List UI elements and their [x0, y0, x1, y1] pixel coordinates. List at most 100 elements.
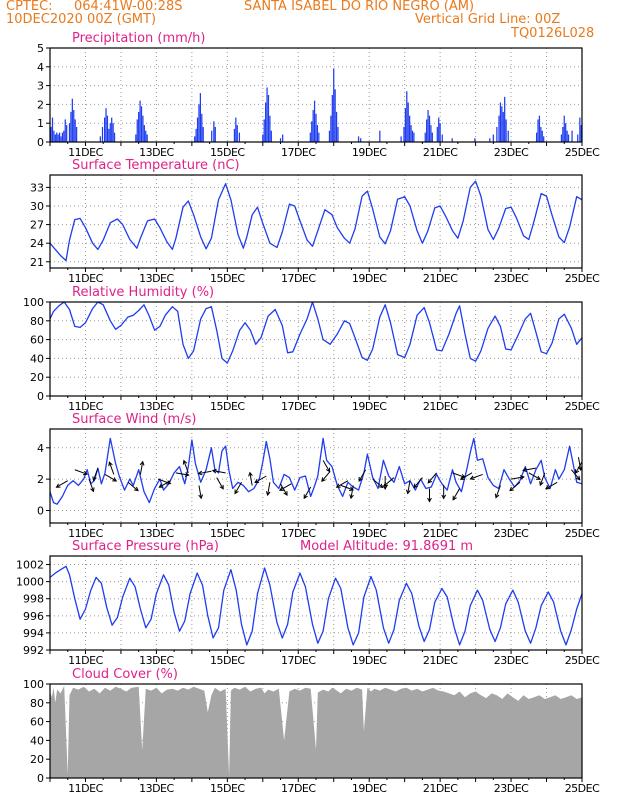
- wind-arrow-head: [321, 477, 326, 483]
- precipitation-bar: [75, 126, 78, 142]
- precipitation-bar: [540, 126, 542, 142]
- precipitation-bar: [507, 130, 509, 142]
- precipitation-bar: [474, 138, 476, 142]
- precipitation-bar: [563, 115, 565, 142]
- cloud_cover-series: [50, 685, 582, 778]
- wind-arrow-shaft: [303, 486, 312, 499]
- wind-vector-arrow: [372, 478, 384, 489]
- precipitation-bar: [101, 126, 104, 142]
- wind-vector-arrow: [254, 475, 267, 484]
- wind-vector-arrow: [265, 482, 271, 497]
- precipitation-bar: [580, 125, 582, 142]
- x-tick-label: 25DEC: [565, 146, 600, 159]
- y-tick-label: 4: [37, 442, 44, 455]
- precipitation-bar: [403, 126, 405, 142]
- precipitation-bar: [498, 115, 500, 142]
- precipitation-bar: [410, 125, 412, 142]
- wind-vector-arrow: [427, 488, 432, 503]
- wind-arrow-shaft: [460, 472, 473, 480]
- x-tick-label: 23DEC: [494, 654, 529, 667]
- x-tick-label: 21DEC: [423, 527, 458, 540]
- precipitation-bar: [337, 126, 339, 142]
- x-tick-label: 13DEC: [139, 400, 174, 413]
- x-tick-label: 17DEC: [281, 654, 316, 667]
- wind-arrow-shaft: [413, 477, 423, 488]
- pressure-subtitle: Model Altitude: 91.8691 m: [300, 539, 473, 554]
- wind-arrow-shaft: [280, 483, 288, 496]
- y-tick-label: 80: [30, 315, 44, 328]
- y-tick-label: 0: [37, 504, 44, 517]
- precipitation-bar: [265, 102, 267, 142]
- precipitation-bar: [196, 117, 199, 142]
- wind-arrow-shaft: [383, 477, 395, 487]
- precipitation-bar: [413, 132, 415, 142]
- wind-vector-arrow: [441, 485, 447, 500]
- precipitation-bar: [436, 126, 438, 142]
- precipitation-bar: [106, 115, 109, 142]
- wind-frame: [49, 428, 583, 524]
- x-tick-label: 15DEC: [210, 400, 245, 413]
- wind-vector-arrow: [413, 477, 423, 489]
- precipitation-bar: [360, 138, 362, 142]
- wind-vector-arrow: [459, 472, 473, 480]
- precipitation-bar: [145, 130, 147, 142]
- wind-arrow-head: [279, 486, 284, 491]
- wind-arrow-head: [574, 469, 580, 475]
- wind-arrow-head: [452, 495, 457, 501]
- cloud_cover-panel: 0 20 40 60 80 100 11DEC 13DEC 15DEC 17DEC 19DEC 21D…: [23, 667, 601, 795]
- pressure-panel: 992 994 996 998 1000 1002 11DEC 13DEC 15DEC 17DEC…: [16, 539, 601, 667]
- wind-arrow-head: [335, 483, 341, 488]
- precipitation-bar: [407, 102, 409, 142]
- wind-vector-arrow: [574, 461, 582, 475]
- wind-vector-arrow: [349, 485, 354, 500]
- x-tick-label: 19DEC: [352, 400, 387, 413]
- humidity-panel: 0 20 40 60 80 100 11DEC 13DEC 15DEC 17DEC 19DEC 21D…: [23, 285, 601, 413]
- precipitation-bar: [334, 89, 336, 142]
- precipitation-bar: [54, 134, 56, 142]
- precipitation-bar: [270, 130, 272, 142]
- wind-arrow-head: [55, 483, 61, 488]
- wind-arrow-shaft: [510, 476, 524, 480]
- precipitation-bar: [233, 128, 236, 142]
- x-tick-label: 25DEC: [565, 782, 600, 795]
- y-tick-label: 60: [30, 334, 44, 347]
- wind-vector-arrow: [104, 474, 118, 482]
- precipitation-bar: [309, 132, 311, 142]
- wind-vector-arrow: [158, 480, 171, 488]
- x-tick-label: 19DEC: [352, 654, 387, 667]
- wind-vector-arrow: [510, 475, 525, 480]
- temperature-title: Surface Temperature (nC): [72, 158, 240, 173]
- wind-arrow-head: [90, 487, 95, 493]
- y-tick-label: 992: [23, 644, 44, 657]
- precipitation-bar: [571, 130, 573, 142]
- wind-arrow-head: [427, 478, 433, 484]
- wind-arrow-shaft: [322, 460, 331, 472]
- x-tick-label: 17DEC: [281, 527, 316, 540]
- wind-arrow-head: [519, 475, 525, 480]
- x-tick-label: 13DEC: [139, 527, 174, 540]
- precipitation-bar: [400, 136, 402, 142]
- wind-arrow-shaft: [358, 469, 367, 482]
- wind-arrow-shaft: [216, 477, 224, 490]
- wind-arrow-head: [139, 460, 145, 466]
- wind-vector-arrow: [452, 488, 461, 501]
- x-tick-label: 13DEC: [139, 782, 174, 795]
- wind-arrow-shaft: [104, 474, 117, 482]
- precipitation-bar: [142, 115, 144, 142]
- x-tick-label: 23DEC: [494, 527, 529, 540]
- y-tick-label: 998: [23, 593, 44, 606]
- precipitation-bar: [279, 138, 282, 142]
- precipitation-bar: [139, 100, 141, 142]
- wind-vector-arrow: [127, 481, 139, 492]
- wind-arrow-shaft: [407, 480, 411, 494]
- precipitation-bar: [51, 117, 54, 142]
- precipitation-bar: [502, 111, 504, 142]
- precipitation-bar: [105, 108, 107, 142]
- wind-vector-arrow: [405, 480, 411, 495]
- precipitation-bar: [537, 119, 539, 142]
- precipitation-bar: [61, 132, 64, 142]
- precipitation-bar: [136, 119, 138, 142]
- wind-arrow-head: [158, 483, 164, 488]
- wind-vector-arrow: [248, 471, 253, 486]
- precipitation-bar: [577, 134, 579, 142]
